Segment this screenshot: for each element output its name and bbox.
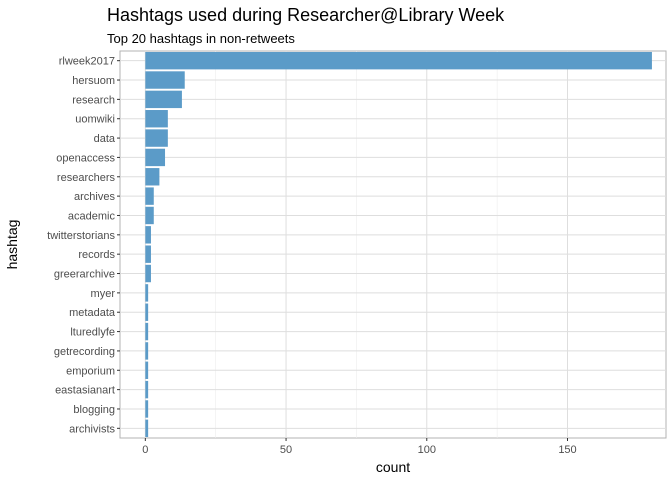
bar-hersuom xyxy=(145,71,185,89)
y-tick-label: academic xyxy=(68,210,116,222)
y-tick-label: rlweek2017 xyxy=(59,56,115,68)
bar-research xyxy=(145,90,182,109)
x-tick-label: 100 xyxy=(418,444,436,456)
y-axis-ticks: rlweek2017 hersuom research uomwiki data open… xyxy=(47,56,120,435)
y-tick-label: records xyxy=(78,249,115,261)
y-tick-label: uomwiki xyxy=(75,114,115,126)
bar-getrecording xyxy=(145,342,149,360)
x-tick-label: 150 xyxy=(558,444,576,456)
y-tick-label: emporium xyxy=(66,365,115,377)
y-tick-label: getrecording xyxy=(54,346,115,358)
chart-subtitle: Top 20 hashtags in non-retweets xyxy=(107,31,295,46)
bar-metadata xyxy=(145,303,149,321)
y-tick-label: data xyxy=(94,133,116,145)
bar-researchers xyxy=(145,168,160,186)
bar-eastasianart xyxy=(145,380,149,399)
y-tick-label: twitterstorians xyxy=(47,230,115,242)
y-tick-label: hersuom xyxy=(72,75,115,87)
y-tick-label: greerarchive xyxy=(54,269,115,281)
bar-twitterstorians xyxy=(145,226,151,244)
y-axis-title: hashtag xyxy=(4,220,20,270)
grid-lines xyxy=(120,51,666,438)
y-tick-label: metadata xyxy=(69,307,116,319)
y-tick-label: eastasianart xyxy=(55,385,115,397)
x-tick-label: 0 xyxy=(142,444,148,456)
bar-myer xyxy=(145,284,149,302)
x-axis-title: count xyxy=(376,459,410,475)
bar-archivists xyxy=(145,419,149,438)
bar-openaccess xyxy=(145,148,166,167)
chart-title: Hashtags used during Researcher@Library … xyxy=(107,5,505,25)
bar-lturedlyfe xyxy=(145,322,149,341)
y-tick-label: researchers xyxy=(57,172,116,184)
y-tick-label: archives xyxy=(74,191,115,203)
bars xyxy=(145,51,652,438)
bar-archives xyxy=(145,187,154,205)
y-tick-label: archivists xyxy=(69,423,115,435)
bar-uomwiki xyxy=(145,110,168,128)
bar-blogging xyxy=(145,400,149,418)
bar-greerarchive xyxy=(145,264,151,283)
y-tick-label: research xyxy=(72,94,115,106)
bar-emporium xyxy=(145,361,149,379)
x-tick-label: 50 xyxy=(280,444,292,456)
bar-rlweek2017 xyxy=(145,51,652,70)
plot-panel xyxy=(119,50,667,439)
bar-records xyxy=(145,245,151,263)
bar-data xyxy=(145,129,168,147)
y-tick-label: blogging xyxy=(73,404,115,416)
x-axis-ticks: 0 50 100 150 xyxy=(142,438,577,456)
y-tick-label: lturedlyfe xyxy=(70,327,115,339)
bar-academic xyxy=(145,206,154,225)
y-tick-label: openaccess xyxy=(56,152,115,164)
y-tick-label: myer xyxy=(91,288,116,300)
